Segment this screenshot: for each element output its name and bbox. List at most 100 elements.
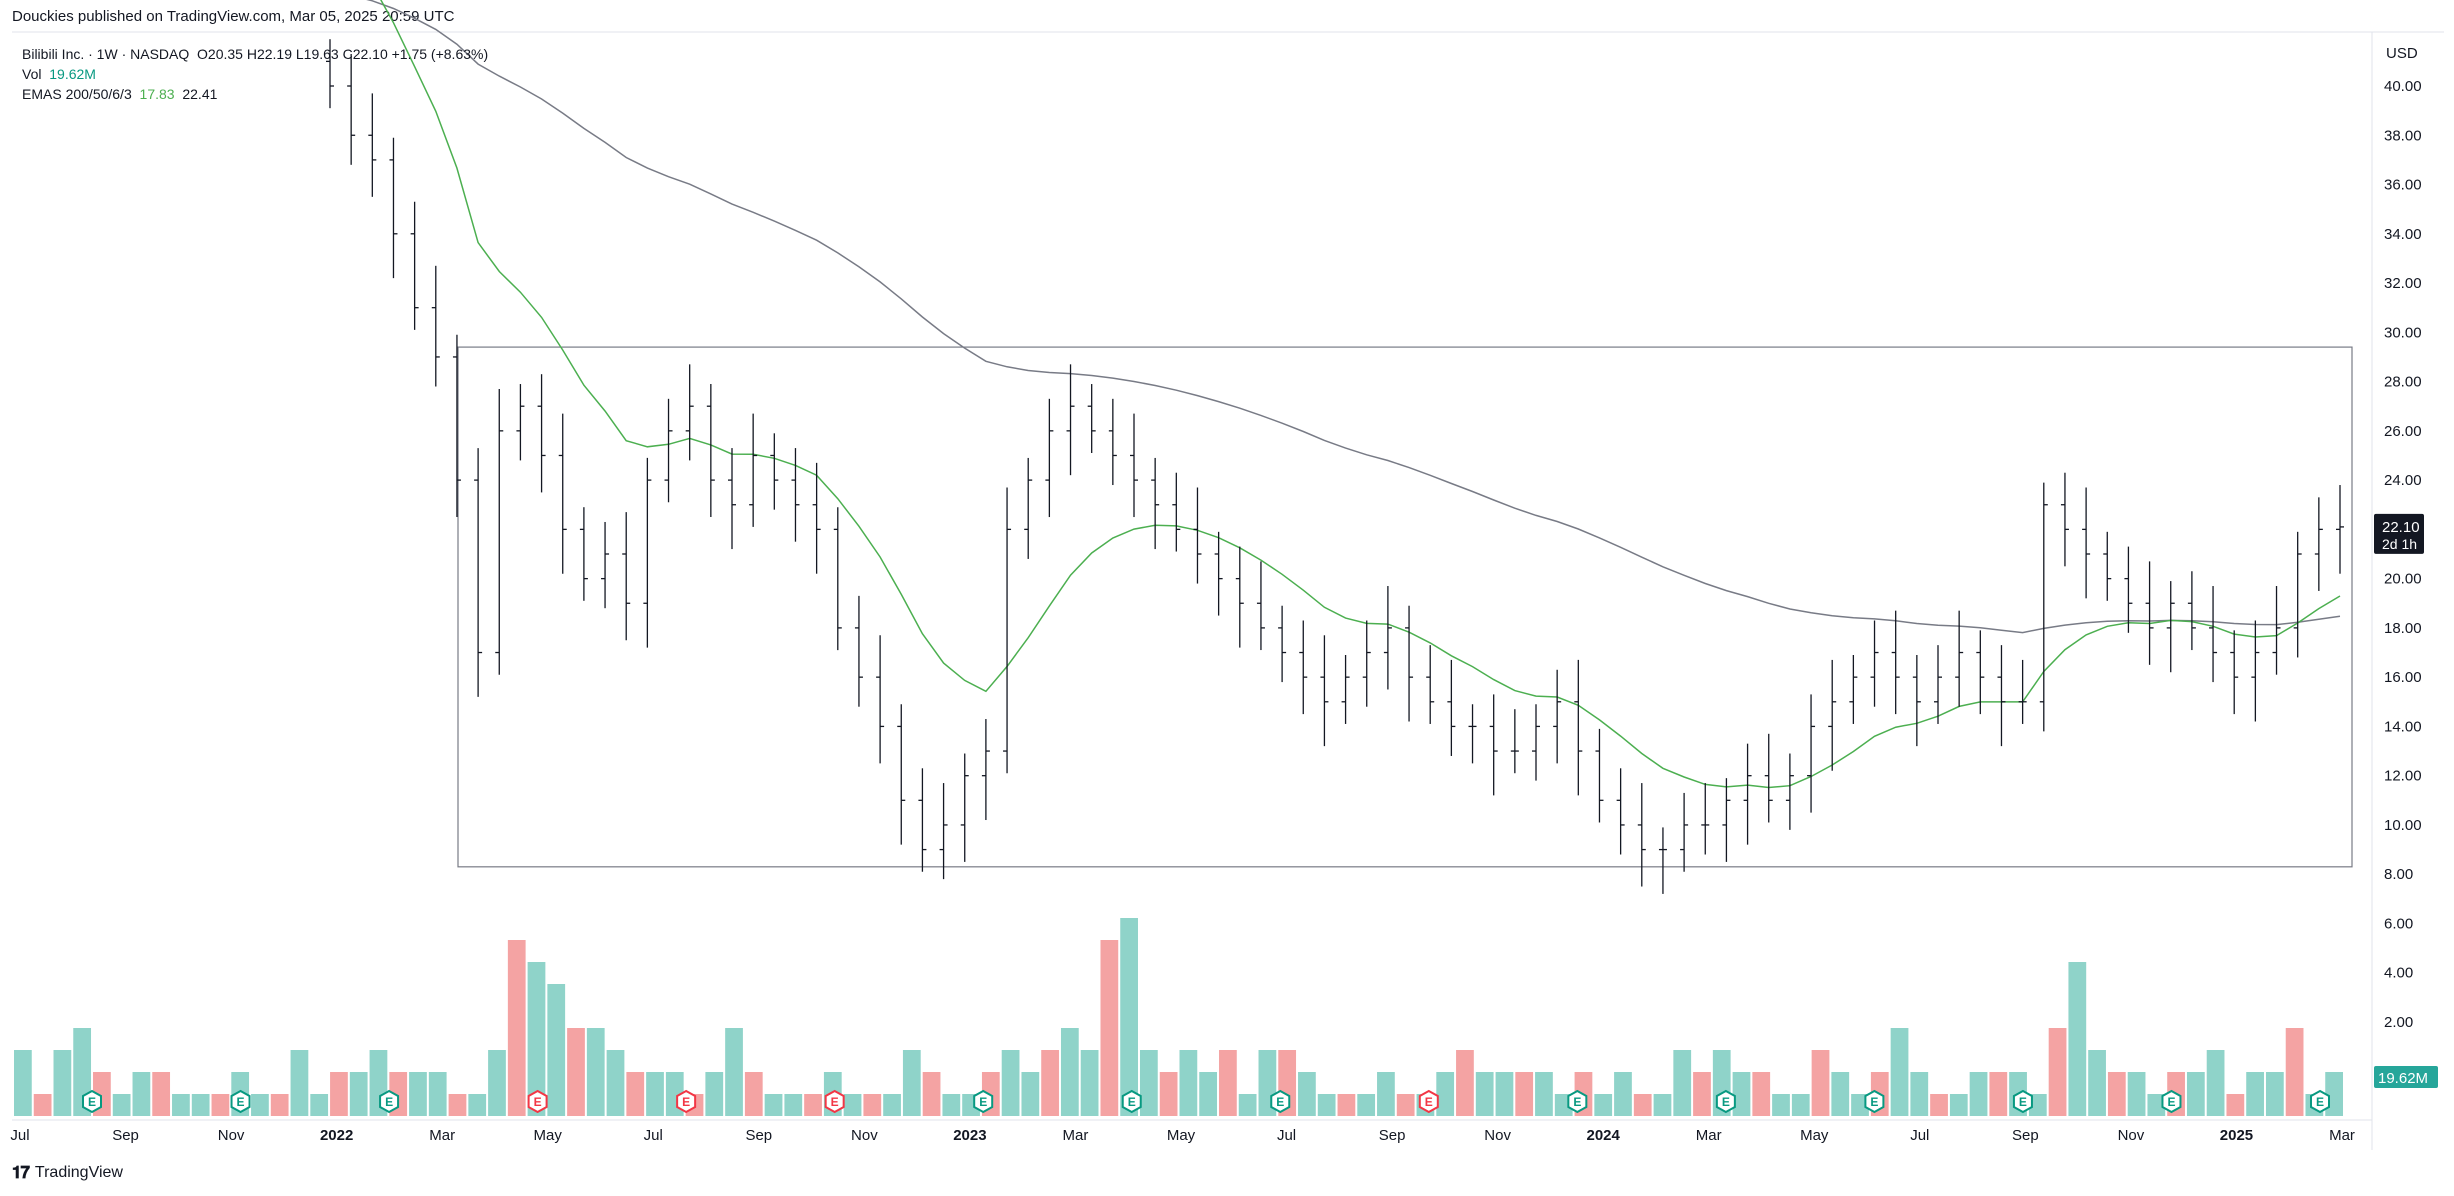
ohlc-bar [2314, 497, 2323, 591]
volume-bar [1317, 1094, 1336, 1116]
ohlc-bar [326, 39, 334, 109]
volume-badge [2374, 1066, 2438, 1088]
earnings-marker-shape [1567, 1089, 1588, 1114]
earnings-marker-shape [2012, 1089, 2033, 1114]
volume-bar [448, 1094, 467, 1116]
earnings-marker-icon[interactable]: E [230, 1089, 251, 1114]
time-tick-label: Jul [10, 1127, 29, 1144]
volume-bar [1673, 1050, 1692, 1116]
ohlc-bar [1553, 669, 1562, 764]
earnings-marker-label: E [682, 1095, 690, 1109]
earnings-marker-icon[interactable]: E [676, 1089, 697, 1114]
earnings-marker-shape [824, 1089, 845, 1114]
earnings-marker-icon[interactable]: E [1418, 1089, 1439, 1114]
ohlc-bar [1828, 659, 1837, 771]
ohlc-bar [728, 448, 736, 550]
earnings-marker-icon[interactable]: E [1715, 1089, 1736, 1114]
volume-bar [2068, 962, 2087, 1116]
earnings-marker-icon[interactable]: E [2012, 1089, 2033, 1114]
ohlc-bar [1955, 610, 1964, 707]
price-tick-label: 28.00 [2384, 374, 2422, 391]
ohlc-bar [1130, 413, 1138, 518]
earnings-marker-icon[interactable]: E [1864, 1089, 1885, 1114]
earnings-marker-icon[interactable]: E [973, 1089, 994, 1114]
ohlc-bar [2018, 659, 2027, 724]
volume-bar [2147, 1094, 2166, 1116]
volume-bar [784, 1094, 803, 1116]
volume-bar [428, 1072, 447, 1116]
volume-bar [172, 1094, 190, 1116]
volume-bar [527, 962, 546, 1116]
ohlc-bar [643, 457, 652, 648]
ohlc-bar [474, 448, 483, 697]
volume-bar [112, 1094, 131, 1116]
volume-bar [2107, 1072, 2126, 1116]
time-tick-label: Jul [1910, 1127, 1929, 1144]
volume-bar [1515, 1072, 1534, 1116]
time-tick-label: 2022 [320, 1127, 353, 1144]
ohlc-bar [2272, 586, 2281, 675]
volume-bars [14, 918, 2343, 1116]
volume-bar [1001, 1050, 1020, 1116]
volume-bar [1811, 1050, 1830, 1116]
volume-bar [409, 1072, 427, 1116]
ohlc-bar [770, 433, 779, 510]
volume-bar [1298, 1072, 1316, 1116]
ohlc-bar [1426, 645, 1435, 724]
ema-label[interactable]: EMAS 200/50/6/3 [22, 86, 132, 102]
ohlc-bar [791, 448, 800, 542]
earnings-marker-icon[interactable]: E [824, 1089, 845, 1114]
volume-value: 19.62M [49, 66, 96, 82]
ohlc-bar [368, 93, 377, 197]
ohlc-bar [664, 398, 673, 503]
earnings-marker-icon[interactable]: E [2310, 1089, 2330, 1114]
volume-bar [1396, 1094, 1415, 1116]
time-tick-label: Nov [218, 1127, 245, 1144]
volume-label[interactable]: Vol [22, 66, 42, 82]
ohlc-bar [1785, 753, 1794, 830]
volume-bar [468, 1094, 487, 1116]
time-tick-label: Mar [1063, 1127, 1089, 1144]
price-tick-label: 34.00 [2384, 226, 2422, 243]
brand-name[interactable]: TradingView [34, 1164, 123, 1181]
volume-bar [349, 1072, 368, 1116]
earnings-marker-label: E [88, 1095, 96, 1109]
earnings-marker-icon[interactable]: E [527, 1089, 548, 1114]
volume-bar [1041, 1050, 1059, 1116]
volume-bar [330, 1072, 348, 1116]
volume-bar [1120, 918, 1138, 1116]
time-tick-label: Nov [851, 1127, 878, 1144]
earnings-marker-icon[interactable]: E [379, 1089, 400, 1114]
ohlc-bar [2209, 586, 2218, 683]
time-tick-label: Jul [1277, 1127, 1296, 1144]
volume-bar [1436, 1072, 1455, 1116]
volume-bar [883, 1094, 901, 1116]
volume-bar [1890, 1028, 1909, 1116]
currency-label: USD [2386, 45, 2418, 62]
earnings-marker-icon[interactable]: E [2161, 1089, 2182, 1114]
earnings-marker-label: E [1425, 1095, 1433, 1109]
earnings-marker-shape [2161, 1089, 2182, 1114]
countdown-label: 2d 1h [2382, 536, 2417, 552]
ohlc-bar [833, 507, 842, 651]
ohlc-bar [939, 783, 948, 880]
earnings-marker-icon[interactable]: E [1567, 1089, 1588, 1114]
ohlc-bar [1341, 654, 1350, 724]
ohlc-bar [1743, 743, 1752, 845]
price-axis[interactable]: USD 40.00 38.00 36.00 34.00 32.00 30.00 28.00 26… [2374, 45, 2438, 1088]
ohlc-bar [1532, 704, 1540, 781]
earnings-marker-icon[interactable]: E [1270, 1089, 1291, 1114]
volume-badge-label: 19.62M [2378, 1070, 2428, 1087]
time-axis[interactable]: Jul Sep Nov 2022 Mar May Jul Sep Nov 2023 Mar May Ju… [10, 1127, 2355, 1144]
earnings-marker-icon[interactable]: E [1121, 1089, 1142, 1114]
ohlc-bar [516, 384, 525, 461]
price-tick-label: 32.00 [2384, 275, 2422, 292]
symbol-name[interactable]: Bilibili Inc. · 1W · NASDAQ [22, 46, 190, 62]
range-box[interactable] [457, 346, 2353, 868]
tradingview-logo-icon[interactable]: 𝟏𝟕 [12, 1163, 30, 1182]
earnings-marker-icon[interactable]: E [82, 1089, 102, 1114]
volume-bar [1930, 1094, 1948, 1116]
ohlc-bar [1087, 384, 1096, 454]
